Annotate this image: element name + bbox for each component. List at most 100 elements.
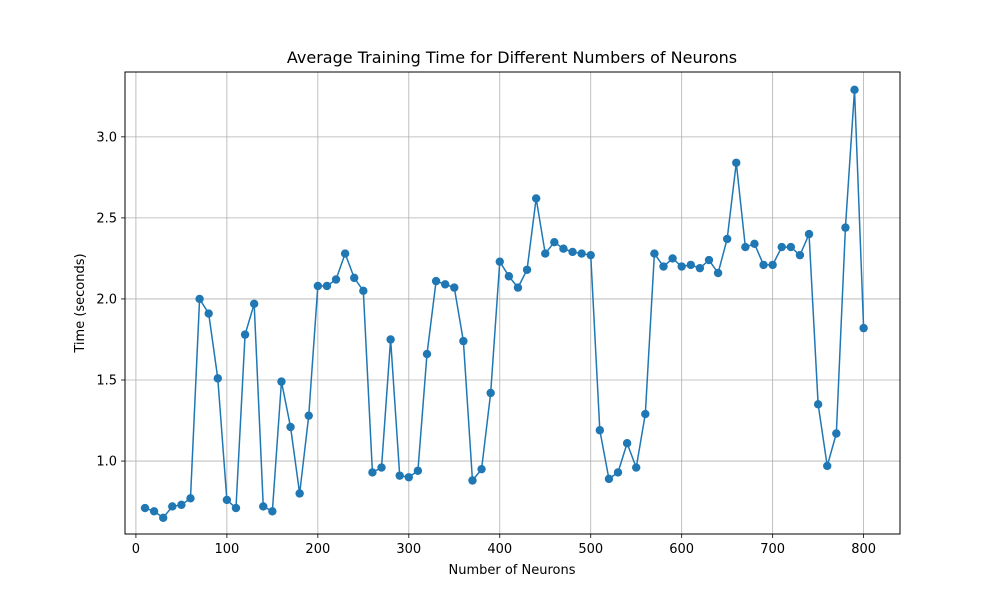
data-point (641, 409, 650, 419)
data-point (413, 466, 423, 475)
data-point (140, 503, 150, 513)
data-point (286, 422, 295, 432)
data-point (586, 250, 595, 260)
data-series (140, 85, 868, 522)
data-point (686, 260, 695, 270)
data-point (841, 223, 850, 232)
x-tick-label: 100 (214, 542, 239, 557)
data-point (650, 249, 659, 258)
data-point (750, 239, 759, 249)
data-point (386, 335, 395, 344)
data-point (322, 281, 332, 291)
y-tick-label: 2.5 (96, 211, 117, 226)
data-point (759, 260, 768, 270)
data-point (268, 507, 277, 516)
data-point (159, 513, 168, 522)
data-point (486, 388, 495, 398)
data-point (377, 463, 386, 472)
data-point (295, 489, 304, 498)
data-point (732, 158, 741, 167)
data-point (304, 411, 313, 420)
data-point (795, 250, 805, 260)
data-point (577, 249, 586, 258)
data-point (149, 507, 159, 516)
data-point (495, 257, 504, 266)
data-point (440, 280, 450, 289)
data-point (713, 268, 723, 278)
data-point (395, 471, 404, 480)
data-point (632, 463, 641, 472)
data-point (313, 281, 323, 291)
data-point (277, 377, 286, 386)
data-point (704, 255, 714, 265)
data-point (259, 502, 268, 511)
x-tick-label: 700 (760, 542, 785, 557)
data-point (513, 283, 523, 292)
data-point (249, 299, 259, 309)
data-point (722, 234, 732, 244)
data-point (677, 262, 686, 271)
data-point (786, 242, 796, 252)
data-point (186, 494, 195, 503)
x-tick-label: 200 (305, 542, 330, 557)
data-point (231, 503, 241, 513)
x-axis-label: Number of Neurons (448, 563, 575, 578)
y-axis-label: Time (seconds) (73, 253, 88, 353)
data-point (340, 249, 350, 258)
data-point (622, 439, 632, 448)
x-tick-label: 400 (487, 542, 512, 557)
data-point (559, 244, 568, 253)
data-point (568, 247, 577, 257)
data-point (741, 242, 750, 252)
data-point (613, 468, 623, 477)
data-point (823, 461, 832, 471)
x-tick-label: 500 (578, 542, 603, 557)
y-tick-label: 1.5 (96, 374, 117, 389)
data-point (168, 502, 177, 511)
data-point (350, 273, 359, 283)
data-point (404, 473, 414, 482)
data-point (240, 330, 250, 339)
data-point (695, 263, 705, 273)
data-point (213, 374, 222, 383)
data-point (668, 254, 677, 263)
data-point (813, 400, 823, 409)
data-point (531, 194, 541, 203)
data-point (195, 294, 204, 304)
data-point (522, 265, 532, 274)
y-tick-label: 1.0 (96, 455, 117, 470)
data-point (468, 476, 477, 485)
data-point (832, 429, 841, 438)
data-point (768, 260, 777, 270)
data-point (859, 323, 868, 333)
data-point (604, 474, 614, 484)
x-axis-ticks: 0 100 200 300 400 500 600 700 800 (132, 534, 876, 557)
x-tick-label: 300 (396, 542, 421, 557)
data-point (422, 349, 432, 359)
data-point (595, 426, 605, 435)
y-tick-label: 3.0 (96, 130, 117, 145)
data-point (368, 468, 377, 477)
y-axis-ticks: 1.0 1.5 2.0 2.5 3.0 (96, 130, 125, 470)
data-point (804, 229, 814, 239)
plot-frame (124, 71, 901, 535)
data-point (450, 283, 459, 292)
chart-title: Average Training Time for Different Numb… (287, 48, 737, 67)
data-point (659, 262, 668, 271)
data-point (359, 286, 368, 296)
data-point (777, 242, 786, 252)
data-point (459, 336, 468, 346)
data-point (541, 249, 550, 258)
data-point (850, 85, 859, 95)
data-point (550, 238, 559, 247)
data-point (477, 464, 486, 474)
grid (125, 72, 900, 534)
data-point (331, 275, 341, 284)
x-tick-label: 800 (851, 542, 876, 557)
data-point (177, 500, 186, 510)
data-point (431, 276, 441, 286)
x-tick-label: 600 (669, 542, 694, 557)
x-tick-label: 0 (132, 542, 140, 557)
data-point (204, 309, 213, 318)
